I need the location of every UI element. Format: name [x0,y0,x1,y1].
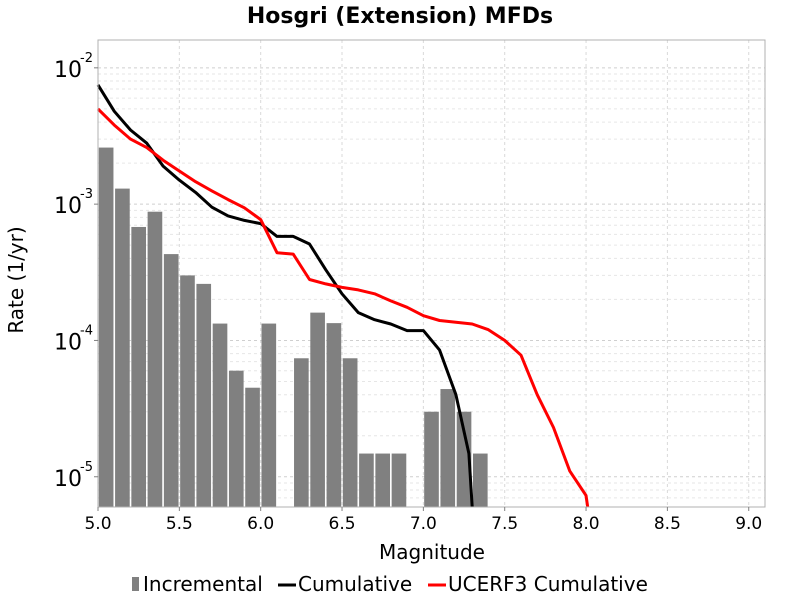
x-axis-ticks: 5.0 5.5 6.0 6.5 7.0 7.5 8.0 8.5 9.0 [84,507,762,534]
x-tick-label: 8.0 [573,514,600,534]
y-axis-label: Rate (1/yr) [4,226,28,333]
cumulative-line [96,84,474,508]
incremental-bars [98,147,488,508]
x-tick-label: 7.5 [491,514,518,534]
incremental-bar [326,323,342,507]
x-tick-label: 6.0 [247,514,274,534]
x-tick-label: 5.0 [84,514,111,534]
plot-frame [97,39,766,508]
cumulative-lines [96,84,590,508]
incremental-bar [261,323,277,507]
x-tick-label: 6.5 [329,514,356,534]
x-tick-label: 9.0 [735,514,762,534]
y-tick-label-base: 10 [54,330,82,355]
y-tick-label-exponent: -3 [80,187,93,202]
incremental-bar [359,453,374,507]
legend-swatch-incremental [132,577,139,591]
incremental-bar [196,283,212,507]
y-tick-label-exponent: -2 [80,51,93,66]
chart-title: Hosgri (Extension) MFDs [247,4,553,29]
incremental-bar [228,370,244,507]
legend-label-incremental: Incremental [143,572,263,596]
incremental-bar [245,387,260,507]
incremental-bar [342,358,358,507]
legend: Incremental Cumulative UCERF3 Cumulative [132,572,648,596]
y-tick-label-exponent: -5 [80,460,93,475]
legend-label-cumulative: Cumulative [298,572,412,596]
legend-label-ucerf3-cumulative: UCERF3 Cumulative [448,572,648,596]
y-tick-label-base: 10 [54,58,82,83]
incremental-bar [163,254,179,507]
incremental-bar [440,389,456,507]
x-tick-label: 7.0 [410,514,437,534]
incremental-bar [98,147,114,507]
ucerf3-cumulative-line [96,107,590,508]
x-tick-label: 5.5 [166,514,193,534]
incremental-bar [131,226,146,507]
incremental-bar [391,453,407,507]
incremental-bar [424,411,439,507]
y-tick-label-exponent: -4 [80,323,93,338]
incremental-bar [472,453,488,507]
incremental-bar [115,188,130,507]
incremental-bar [456,411,472,507]
x-axis-label: Magnitude [379,540,485,564]
incremental-bar [310,312,325,507]
y-tick-label-base: 10 [54,194,82,219]
incremental-bar [147,211,163,508]
incremental-bar [294,358,309,507]
incremental-bar [180,275,195,507]
incremental-bar [212,323,228,507]
x-tick-label: 8.5 [654,514,681,534]
incremental-bar [375,453,391,507]
y-axis-ticks: 10-510-410-310-2 [54,51,98,492]
y-tick-label-base: 10 [54,467,82,492]
